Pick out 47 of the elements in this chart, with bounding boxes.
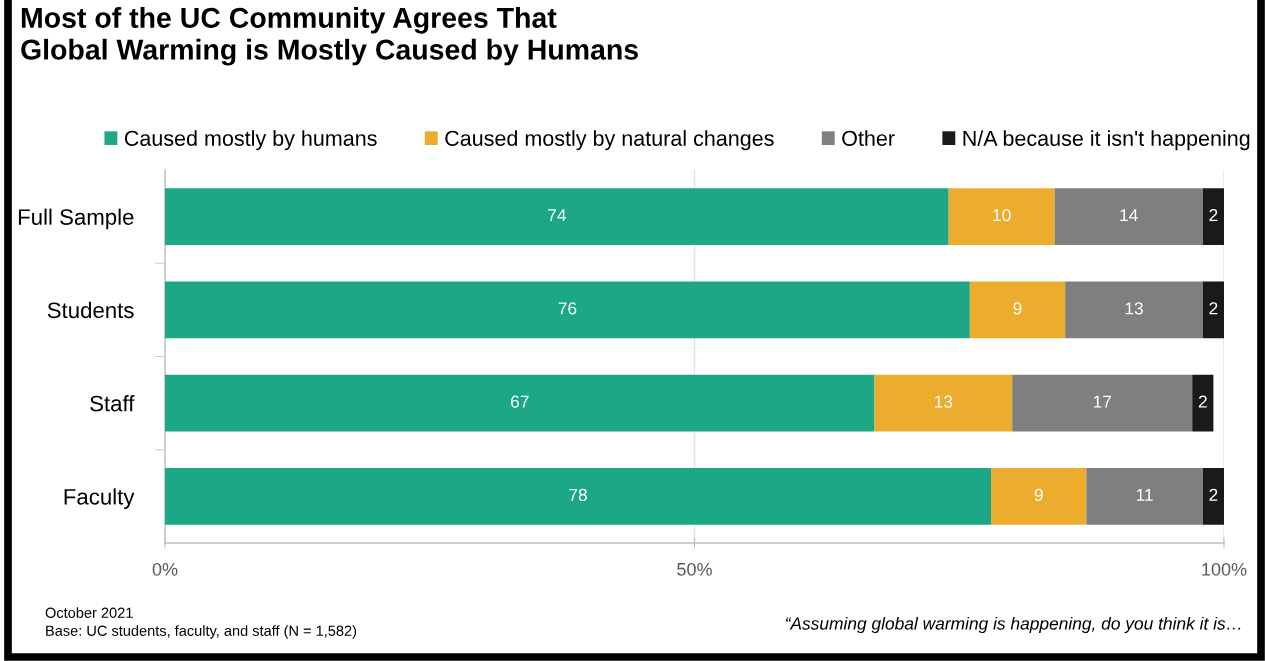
bar (874, 374, 1013, 432)
x-tick-label: 50% (677, 562, 712, 576)
legend-label: Other (842, 130, 895, 146)
x-tick-label: 100% (1202, 562, 1247, 576)
y-tick-label: Students (47, 301, 134, 319)
bar (1065, 281, 1203, 339)
data-label: 2 (1209, 302, 1218, 315)
bar (1012, 374, 1193, 432)
bar (1202, 467, 1224, 525)
legend-label: Caused mostly by humans (124, 130, 377, 151)
data-label: 74 (548, 209, 566, 222)
data-label: 13 (935, 395, 953, 408)
data-label: 2 (1209, 208, 1218, 222)
bar (969, 281, 1066, 339)
y-tick-label: Faculty (64, 488, 135, 510)
data-label: 17 (1093, 395, 1111, 408)
bar (165, 467, 992, 525)
text: October 2021 (45, 607, 133, 618)
bar (1202, 188, 1224, 246)
y-tick-label: Full Sample (18, 208, 134, 230)
legend-label: Caused mostly by natural changes (445, 130, 774, 151)
bar (1192, 374, 1214, 432)
bar (165, 374, 875, 432)
bar (165, 281, 970, 339)
bar (1054, 188, 1203, 246)
bar (1086, 467, 1203, 525)
data-label: 9 (1013, 302, 1022, 315)
data-label: 9 (1034, 488, 1043, 502)
data-label: 2 (1209, 488, 1218, 501)
legend-label: N/A because it isn't happening (963, 130, 1250, 151)
x-tick-label: 0% (152, 562, 178, 576)
bar (948, 188, 1055, 246)
data-label: 14 (1120, 209, 1138, 222)
data-label: 11 (1136, 488, 1153, 501)
chart-title: Most of the UC Community Agrees That Global Warming is Mostly Caused by Humans (21, 7, 638, 66)
data-label: 76 (558, 302, 577, 315)
y-tick-label: Staff (90, 395, 135, 412)
text: Base: UC students, faculty, and staff (N = 1,582) (46, 625, 357, 639)
data-label: 67 (510, 395, 529, 408)
text: “Assuming global warming is happening, do you think it is… (785, 616, 1241, 634)
bar (1202, 281, 1224, 339)
data-label: 78 (569, 488, 587, 502)
bar (165, 188, 949, 246)
data-label: 10 (993, 208, 1011, 222)
data-label: 2 (1198, 395, 1207, 408)
data-label: 13 (1125, 302, 1143, 315)
bar (991, 467, 1087, 525)
